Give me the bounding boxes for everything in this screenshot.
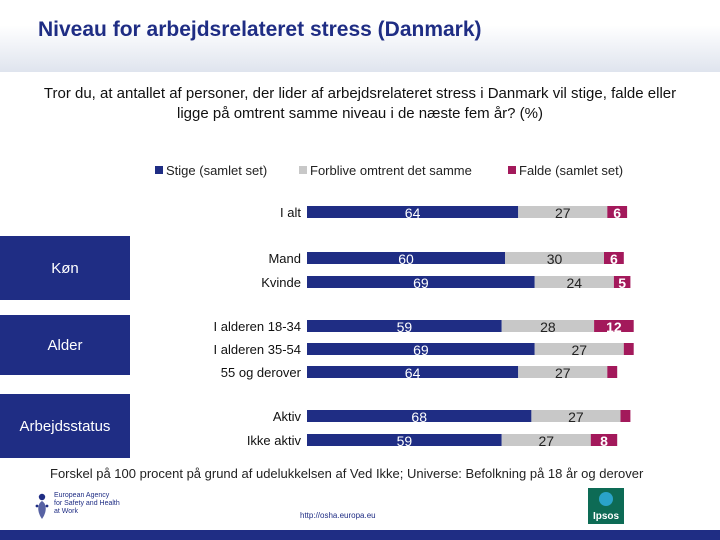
- bar-segment-stige: [307, 343, 535, 355]
- osha-emblem-icon: [35, 493, 49, 519]
- legend-swatch-stige: [155, 166, 163, 174]
- data-label: 64: [405, 205, 421, 221]
- legend-label-falde: Falde (samlet set): [519, 163, 624, 178]
- bar-segment-stige: [307, 434, 502, 446]
- header-band: [0, 0, 720, 72]
- group-label-work-status: Arbejdsstatus: [19, 417, 111, 435]
- data-label: 59: [397, 433, 413, 449]
- ipsos-logo: Ipsos: [588, 488, 624, 524]
- bar-segment-falde: [604, 252, 624, 264]
- bar-segment-falde: [607, 366, 618, 378]
- data-label: 69: [413, 342, 429, 358]
- data-label: 69: [413, 275, 429, 291]
- legend-swatch-samme: [299, 166, 307, 174]
- legend-swatch-falde: [508, 166, 516, 174]
- bar-segment-falde: [590, 434, 618, 446]
- category-label: Mand: [268, 251, 301, 266]
- data-label: 27: [572, 342, 588, 358]
- legend-label-stige: Stige (samlet set): [166, 163, 268, 178]
- category-label: Aktiv: [273, 409, 302, 424]
- data-label: 27: [568, 409, 584, 425]
- data-label: 27: [539, 433, 555, 449]
- bar-segment-samme: [501, 434, 591, 446]
- data-label: 68: [411, 409, 427, 425]
- ipsos-logo-text: Ipsos: [593, 511, 620, 522]
- legend-item-stige: Stige (samlet set): [155, 163, 267, 178]
- footer-url[interactable]: http://osha.europa.eu: [300, 511, 376, 520]
- bar-segment-samme: [518, 206, 608, 218]
- bar-segment-samme: [505, 252, 604, 264]
- data-label: 27: [555, 205, 571, 221]
- data-label: 6: [610, 251, 618, 267]
- bar-segment-falde: [613, 276, 631, 288]
- group-label-age: Alder: [47, 336, 83, 354]
- category-label: I alderen 18-34: [214, 319, 301, 334]
- data-label: 27: [555, 365, 571, 381]
- category-label: I alt: [280, 205, 301, 220]
- data-label: 28: [540, 319, 556, 335]
- footer-bar: [0, 530, 720, 540]
- data-label: 8: [600, 433, 608, 449]
- bar-segment-falde: [620, 410, 631, 422]
- bar-segment-stige: [307, 252, 505, 264]
- bar-segment-samme: [501, 320, 595, 332]
- category-label: Kvinde: [261, 275, 301, 290]
- data-label: 30: [547, 251, 563, 267]
- bar-segment-falde: [623, 343, 634, 355]
- osha-logo: European Agency for Safety and Health at…: [34, 490, 144, 522]
- bar-segment-samme: [531, 410, 621, 422]
- data-label: 60: [398, 251, 414, 267]
- ipsos-logo-circle: [599, 492, 613, 506]
- group-box-age: Alder: [0, 315, 130, 375]
- data-label: 24: [567, 275, 583, 291]
- category-label: Ikke aktiv: [247, 433, 302, 448]
- data-label: 12: [606, 319, 622, 335]
- bar-segment-samme: [534, 343, 624, 355]
- bar-segment-samme: [534, 276, 614, 288]
- bar-segment-stige: [307, 366, 519, 378]
- bar-segment-stige: [307, 206, 519, 218]
- footnote: Forskel på 100 procent på grund af udelu…: [50, 466, 644, 481]
- bar-segment-stige: [307, 320, 502, 332]
- bar-segment-falde: [594, 320, 634, 332]
- page-title: Niveau for arbejdsrelateret stress (Danm…: [38, 18, 482, 41]
- bar-segment-samme: [518, 366, 608, 378]
- data-label: 6: [613, 205, 621, 221]
- legend-label-samme: Forblive omtrent det samme: [310, 163, 472, 178]
- group-box-work-status: Arbejdsstatus: [0, 394, 130, 458]
- data-label: 5: [618, 275, 626, 291]
- legend-item-samme: Forblive omtrent det samme: [299, 163, 472, 178]
- category-label: I alderen 35-54: [214, 342, 301, 357]
- legend-item-falde: Falde (samlet set): [508, 163, 623, 178]
- survey-question: Tror du, at antallet af personer, der li…: [43, 85, 677, 122]
- bar-segment-stige: [307, 410, 532, 422]
- data-label: 59: [397, 319, 413, 335]
- group-label-gender: Køn: [51, 259, 79, 277]
- category-label: 55 og derover: [221, 365, 302, 380]
- osha-logo-text: European Agency for Safety and Health at…: [54, 492, 120, 515]
- group-box-gender: Køn: [0, 236, 130, 300]
- bar-segment-falde: [607, 206, 628, 218]
- bar-segment-stige: [307, 276, 535, 288]
- data-label: 64: [405, 365, 421, 381]
